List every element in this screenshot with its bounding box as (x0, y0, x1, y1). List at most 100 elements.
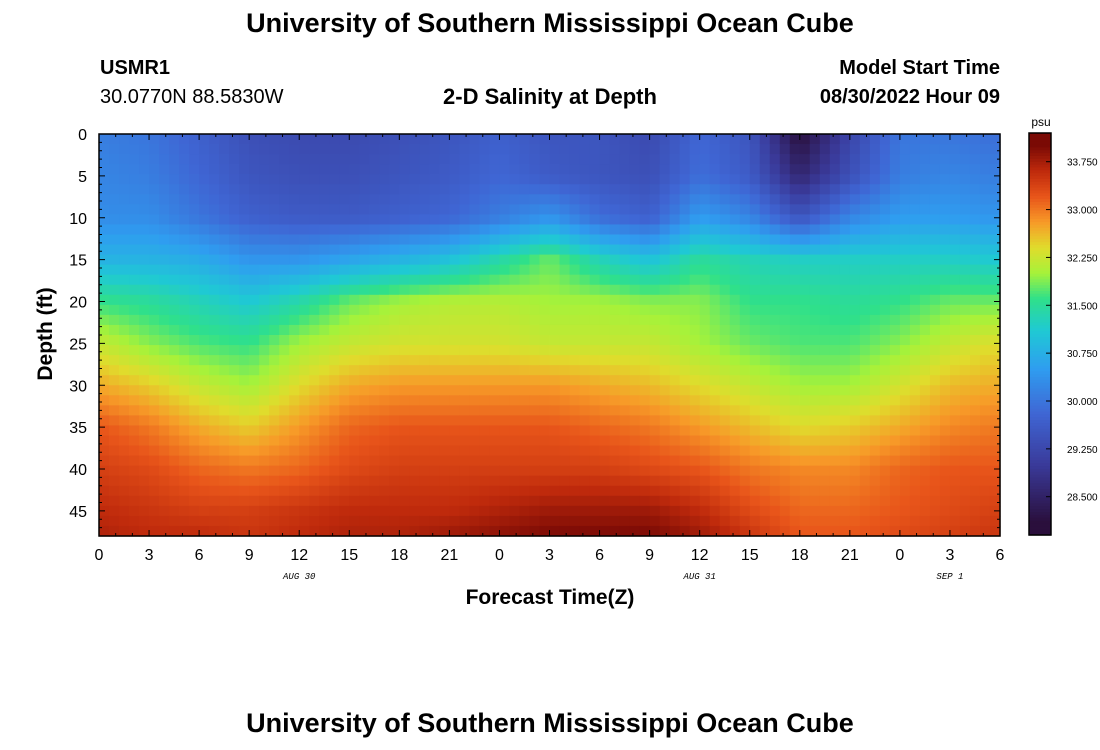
heatmap-cell (99, 244, 110, 256)
heatmap-cell (929, 224, 941, 236)
heatmap-cell (919, 355, 931, 366)
heatmap-cell (159, 515, 170, 527)
heatmap-cell (459, 304, 471, 316)
heatmap-cell (519, 405, 531, 416)
heatmap-cell (239, 304, 250, 316)
heatmap-cell (949, 375, 961, 386)
heatmap-cell (609, 335, 621, 346)
heatmap-cell (679, 174, 691, 185)
heatmap-cell (169, 144, 180, 155)
heatmap-cell (919, 445, 931, 457)
heatmap-cell (469, 194, 481, 205)
heatmap-cell (109, 495, 120, 507)
heatmap-cell (649, 455, 661, 467)
heatmap-cell (849, 254, 861, 266)
heatmap-cell (259, 134, 270, 145)
heatmap-cell (609, 314, 621, 326)
heatmap-cell (919, 495, 931, 507)
heatmap-cell (579, 164, 591, 175)
heatmap-cell (819, 385, 831, 396)
heatmap-cell (99, 284, 110, 296)
heatmap-cell (799, 335, 811, 346)
heatmap-cell (799, 324, 811, 336)
heatmap-cell (649, 224, 661, 236)
heatmap-cell (299, 274, 310, 286)
heatmap-cell (589, 455, 601, 467)
heatmap-cell (189, 345, 200, 356)
heatmap-cell (519, 505, 531, 517)
heatmap-cell (799, 314, 811, 326)
heatmap-cell (379, 184, 390, 195)
heatmap-cell (949, 244, 961, 256)
heatmap-cell (739, 154, 751, 165)
heatmap-cell (569, 314, 581, 326)
heatmap-cell (269, 475, 280, 487)
heatmap-cell (849, 324, 861, 336)
heatmap-cell (899, 184, 911, 195)
heatmap-cell (849, 244, 861, 256)
heatmap-cell (219, 525, 230, 537)
heatmap-cell (389, 385, 400, 396)
heatmap-cell (829, 475, 841, 487)
heatmap-cell (419, 244, 430, 256)
heatmap-cell (869, 294, 881, 306)
heatmap-cell (149, 234, 160, 246)
heatmap-cell (269, 385, 280, 396)
heatmap-cell (109, 405, 120, 416)
heatmap-cell (139, 525, 150, 537)
heatmap-cell (119, 214, 130, 226)
heatmap-cell (309, 174, 320, 185)
heatmap-cell (969, 254, 981, 266)
heatmap-cell (639, 495, 651, 507)
heatmap-cell (959, 174, 971, 185)
heatmap-cell (179, 475, 190, 487)
heatmap-cell (909, 335, 921, 346)
heatmap-cell (249, 144, 260, 155)
heatmap-cell (559, 294, 571, 306)
heatmap-cell (339, 435, 350, 447)
heatmap-cell (849, 495, 861, 507)
heatmap-cell (879, 194, 891, 205)
heatmap-cell (209, 455, 220, 467)
heatmap-cell (179, 224, 190, 236)
heatmap-cell (479, 184, 491, 195)
heatmap-cell (399, 505, 410, 517)
heatmap-cell (649, 284, 661, 296)
heatmap-cell (879, 405, 891, 416)
heatmap-cell (649, 415, 661, 427)
heatmap-cell (599, 395, 611, 406)
heatmap-cell (549, 214, 561, 226)
heatmap-cell (419, 134, 430, 145)
heatmap-cell (269, 294, 280, 306)
heatmap-cell (699, 405, 711, 416)
heatmap-cell (439, 324, 450, 336)
colorbar-swatch (1029, 259, 1051, 263)
heatmap-cell (279, 515, 290, 527)
heatmap-cell (169, 345, 180, 356)
heatmap-cell (879, 324, 891, 336)
heatmap-cell (809, 445, 821, 457)
heatmap-cell (669, 184, 681, 195)
heatmap-cell (959, 515, 971, 527)
heatmap-cell (789, 164, 801, 175)
heatmap-cell (969, 435, 981, 447)
heatmap-cell (99, 425, 110, 437)
heatmap-cell (959, 204, 971, 215)
heatmap-cell (769, 224, 781, 236)
heatmap-cell (849, 264, 861, 276)
heatmap-cell (529, 134, 541, 145)
heatmap-cell (959, 395, 971, 406)
heatmap-cell (619, 194, 631, 205)
heatmap-cell (529, 525, 541, 537)
heatmap-cell (909, 274, 921, 286)
heatmap-cell (559, 485, 571, 497)
heatmap-cell (809, 355, 821, 366)
heatmap-cell (629, 214, 641, 226)
heatmap-cell (409, 335, 420, 346)
heatmap-cell (299, 365, 310, 376)
heatmap-cell (409, 234, 420, 246)
heatmap-cell (649, 184, 661, 195)
heatmap-cell (949, 385, 961, 396)
heatmap-cell (749, 415, 761, 427)
heatmap-cell (459, 264, 471, 276)
